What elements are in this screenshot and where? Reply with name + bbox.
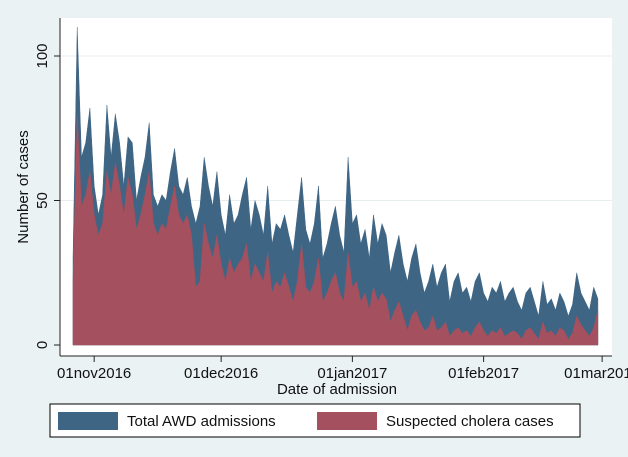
y-tick-label: 0 — [34, 341, 51, 349]
x-tick-label: 01feb2017 — [448, 365, 519, 382]
x-tick-label: 01dec2016 — [184, 365, 258, 382]
legend-swatch-cholera — [317, 412, 377, 430]
x-tick-label: 01jan2017 — [317, 365, 387, 382]
y-tick-label: 50 — [34, 192, 51, 209]
y-tick-label: 100 — [34, 43, 51, 68]
y-axis-label: Number of cases — [15, 130, 32, 243]
x-tick-label: 01mar2017 — [564, 365, 628, 382]
series-area-suspected-cholera — [72, 113, 599, 346]
x-axis-label: Date of admission — [277, 381, 397, 398]
x-tick-label: 01nov2016 — [57, 365, 131, 382]
legend-label-cholera: Suspected cholera cases — [386, 413, 554, 430]
legend-box — [49, 403, 581, 438]
legend-swatch-total — [58, 412, 118, 430]
legend: Total AWD admissions Suspected cholera c… — [49, 403, 581, 438]
legend-label-total: Total AWD admissions — [127, 413, 276, 430]
